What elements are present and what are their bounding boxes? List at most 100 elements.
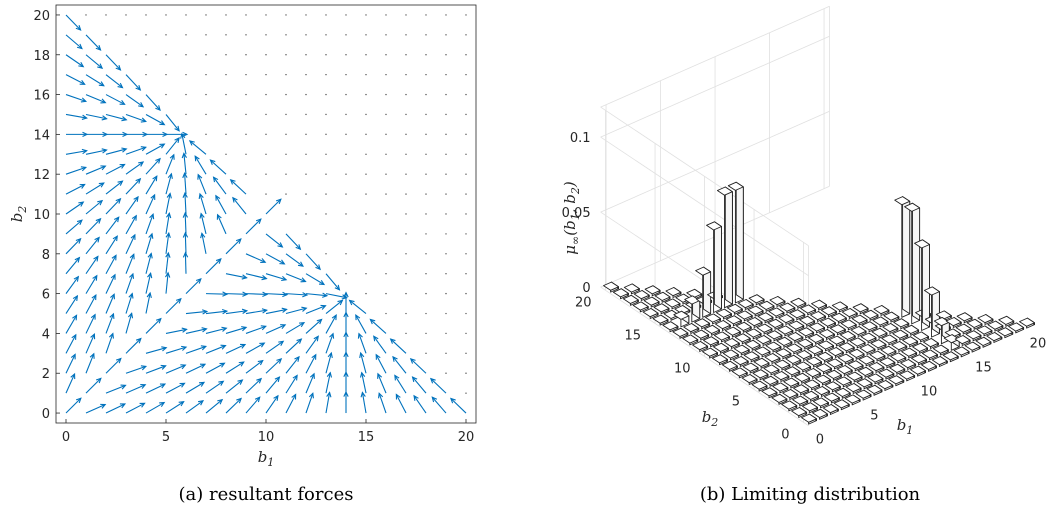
grid-dot bbox=[125, 34, 127, 36]
grid-dot bbox=[125, 54, 127, 56]
force-arrow bbox=[85, 113, 108, 121]
bar bbox=[878, 368, 895, 380]
bar bbox=[849, 337, 866, 349]
grid-dot bbox=[465, 292, 467, 295]
grid-dot bbox=[205, 73, 207, 76]
bar bbox=[976, 325, 993, 337]
bar bbox=[726, 303, 743, 315]
grid-dot bbox=[245, 133, 247, 136]
bar bbox=[725, 315, 742, 327]
x-tick-label: 10 bbox=[258, 430, 275, 445]
bar bbox=[790, 297, 807, 309]
force-arrow bbox=[225, 273, 248, 280]
grid-dot bbox=[465, 113, 467, 116]
bar bbox=[773, 371, 790, 382]
bar bbox=[856, 378, 873, 390]
force-arrow bbox=[125, 177, 142, 195]
y-tick-labels: 0 2 4 6 8 10 12 14 16 18 20 bbox=[33, 9, 60, 422]
bar bbox=[736, 310, 753, 322]
force-arrow bbox=[145, 94, 161, 112]
bar bbox=[965, 330, 982, 342]
x-tick-labels-3d: 0 5 10 15 20 bbox=[816, 336, 1046, 447]
bar bbox=[752, 369, 769, 381]
grid-dot bbox=[465, 332, 467, 335]
force-arrow bbox=[105, 312, 115, 334]
force-arrow bbox=[265, 307, 288, 315]
bar bbox=[977, 314, 994, 325]
grid-dot bbox=[365, 113, 367, 116]
force-arrow bbox=[265, 340, 285, 354]
force-arrow bbox=[145, 346, 168, 354]
force-arrow bbox=[65, 94, 88, 103]
force-arrow bbox=[413, 394, 427, 414]
force-arrow bbox=[285, 233, 302, 251]
grid-dot bbox=[205, 54, 207, 56]
bar bbox=[858, 355, 875, 367]
grid-dot bbox=[225, 133, 227, 136]
bar bbox=[683, 323, 700, 334]
y-axis-label-3d: b2 bbox=[702, 408, 719, 429]
bar bbox=[764, 353, 781, 364]
bar bbox=[861, 321, 878, 333]
grid-dot bbox=[225, 113, 227, 116]
force-arrow bbox=[165, 382, 186, 394]
bar bbox=[945, 317, 962, 328]
bar bbox=[810, 311, 826, 322]
force-arrow bbox=[325, 371, 333, 394]
bar bbox=[765, 341, 782, 353]
force-arrow bbox=[305, 392, 314, 414]
bar bbox=[783, 377, 800, 389]
force-arrow bbox=[185, 381, 206, 394]
grid-dot bbox=[365, 73, 367, 76]
bar bbox=[857, 366, 874, 378]
grid-dot bbox=[225, 14, 227, 16]
bar bbox=[921, 349, 938, 361]
bar bbox=[833, 399, 850, 411]
grid-dot bbox=[445, 253, 447, 255]
grid-dot bbox=[225, 73, 227, 76]
bar bbox=[664, 298, 681, 310]
bar bbox=[911, 354, 927, 366]
force-arrow bbox=[125, 195, 139, 215]
bar bbox=[800, 304, 817, 316]
force-arrow bbox=[145, 193, 156, 215]
grid-dot bbox=[425, 173, 427, 175]
bar bbox=[702, 347, 718, 359]
force-arrow bbox=[185, 400, 205, 414]
grid-dot bbox=[265, 34, 267, 36]
bar bbox=[715, 308, 732, 320]
force-arrow bbox=[65, 34, 83, 50]
grid-dot bbox=[345, 253, 347, 255]
force-arrow bbox=[85, 352, 95, 374]
bar bbox=[841, 308, 858, 319]
force-arrow bbox=[65, 183, 86, 195]
bar bbox=[901, 347, 918, 359]
force-arrow bbox=[305, 318, 323, 334]
force-arrow bbox=[245, 377, 263, 394]
bar bbox=[964, 341, 981, 353]
bar bbox=[825, 369, 842, 381]
grid-dot bbox=[425, 153, 427, 155]
force-arrow bbox=[194, 155, 207, 175]
grid-dot bbox=[245, 113, 247, 116]
grid-dot bbox=[445, 93, 447, 96]
grid-dot bbox=[445, 153, 447, 155]
bar bbox=[654, 291, 671, 303]
force-arrow bbox=[245, 342, 266, 354]
grid-dot bbox=[405, 193, 407, 195]
force-arrow bbox=[105, 94, 126, 105]
force-arrow bbox=[65, 333, 77, 354]
grid-dot bbox=[465, 173, 467, 175]
grid-dot bbox=[405, 133, 407, 136]
grid-dot bbox=[405, 273, 407, 275]
grid-dot bbox=[385, 34, 387, 36]
force-arrow bbox=[325, 391, 332, 414]
x-tick-label: 20 bbox=[458, 430, 475, 445]
force-arrow bbox=[378, 392, 387, 414]
bar bbox=[816, 351, 833, 363]
grid-dot bbox=[465, 153, 467, 155]
force-arrow bbox=[145, 291, 152, 314]
bar bbox=[824, 381, 841, 393]
bar bbox=[888, 375, 905, 387]
y-tick-label: 4 bbox=[42, 327, 50, 342]
